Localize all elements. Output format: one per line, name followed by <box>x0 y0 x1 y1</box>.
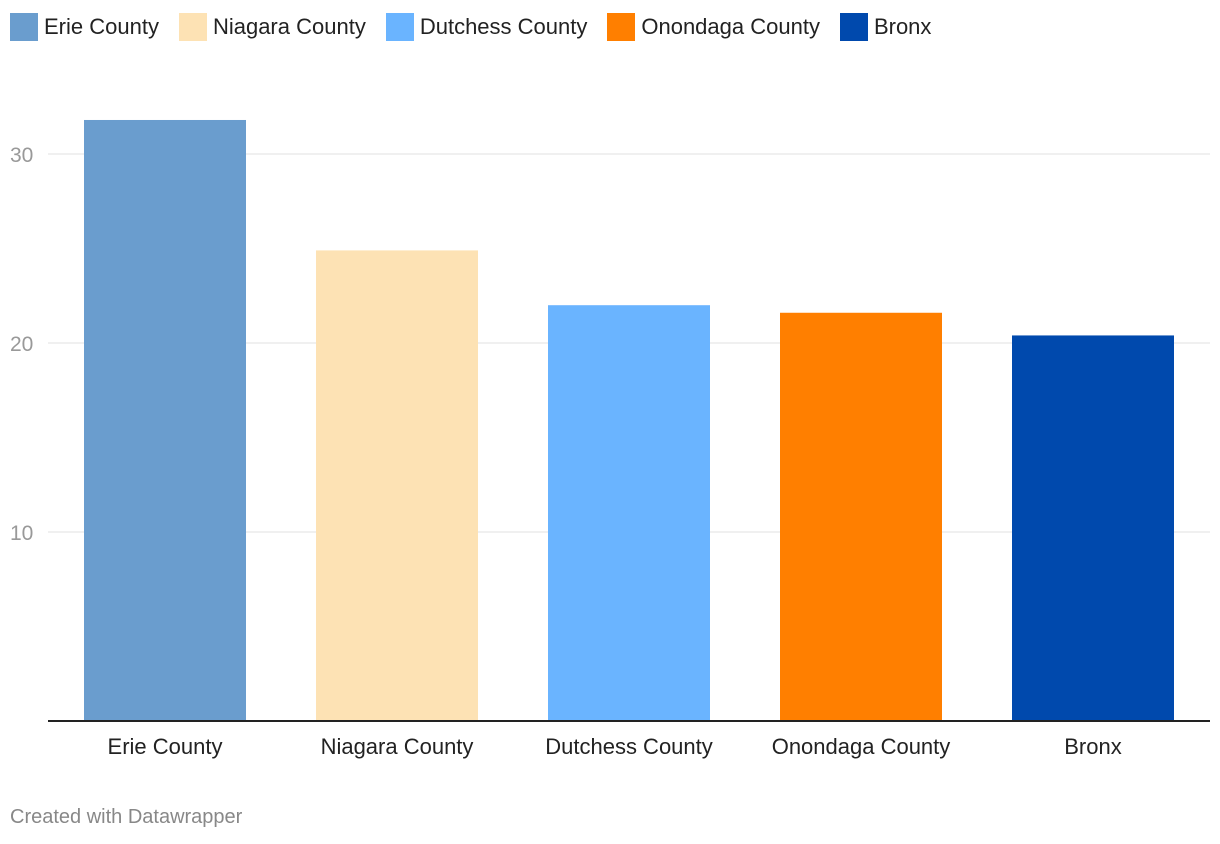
x-tick-label: Niagara County <box>321 734 474 759</box>
y-tick-label: 30 <box>10 144 33 167</box>
bar-bronx <box>1012 335 1174 721</box>
legend-label: Bronx <box>873 14 932 39</box>
bar-erie-county <box>84 119 246 722</box>
footer-credit: Created with Datawrapper <box>10 806 243 828</box>
legend-swatch <box>178 13 207 41</box>
legend-item: Bronx <box>839 13 932 41</box>
legend-swatch <box>607 13 636 41</box>
bar-dutchess-county <box>548 305 710 721</box>
legend-label: Erie County <box>44 14 159 39</box>
x-tick-label: Onondaga County <box>772 734 951 759</box>
x-tick-label: Dutchess County <box>545 734 713 759</box>
legend-item: Niagara County <box>178 13 366 41</box>
legend-label: Niagara County <box>212 14 366 39</box>
bar-onondaga-county <box>780 312 942 721</box>
y-tick-label: 10 <box>10 522 33 545</box>
legend-label: Onondaga County <box>641 14 820 39</box>
legend-item: Erie County <box>10 13 159 41</box>
legend-label: Dutchess County <box>419 14 588 39</box>
legend-swatch <box>10 13 38 41</box>
bar-chart: 10 20 30 Erie County Niagara County Dutchess … <box>10 119 1210 759</box>
y-tick-label: 20 <box>10 333 33 356</box>
chart-legend: Erie County Niagara County Dutchess County… <box>10 12 951 42</box>
legend-swatch <box>839 13 868 41</box>
legend-item: Onondaga County <box>607 13 820 41</box>
x-tick-label: Erie County <box>108 734 223 759</box>
bar-niagara-county <box>316 250 478 721</box>
legend-item: Dutchess County <box>385 13 588 41</box>
x-tick-label: Bronx <box>1064 734 1121 759</box>
legend-swatch <box>385 13 414 41</box>
